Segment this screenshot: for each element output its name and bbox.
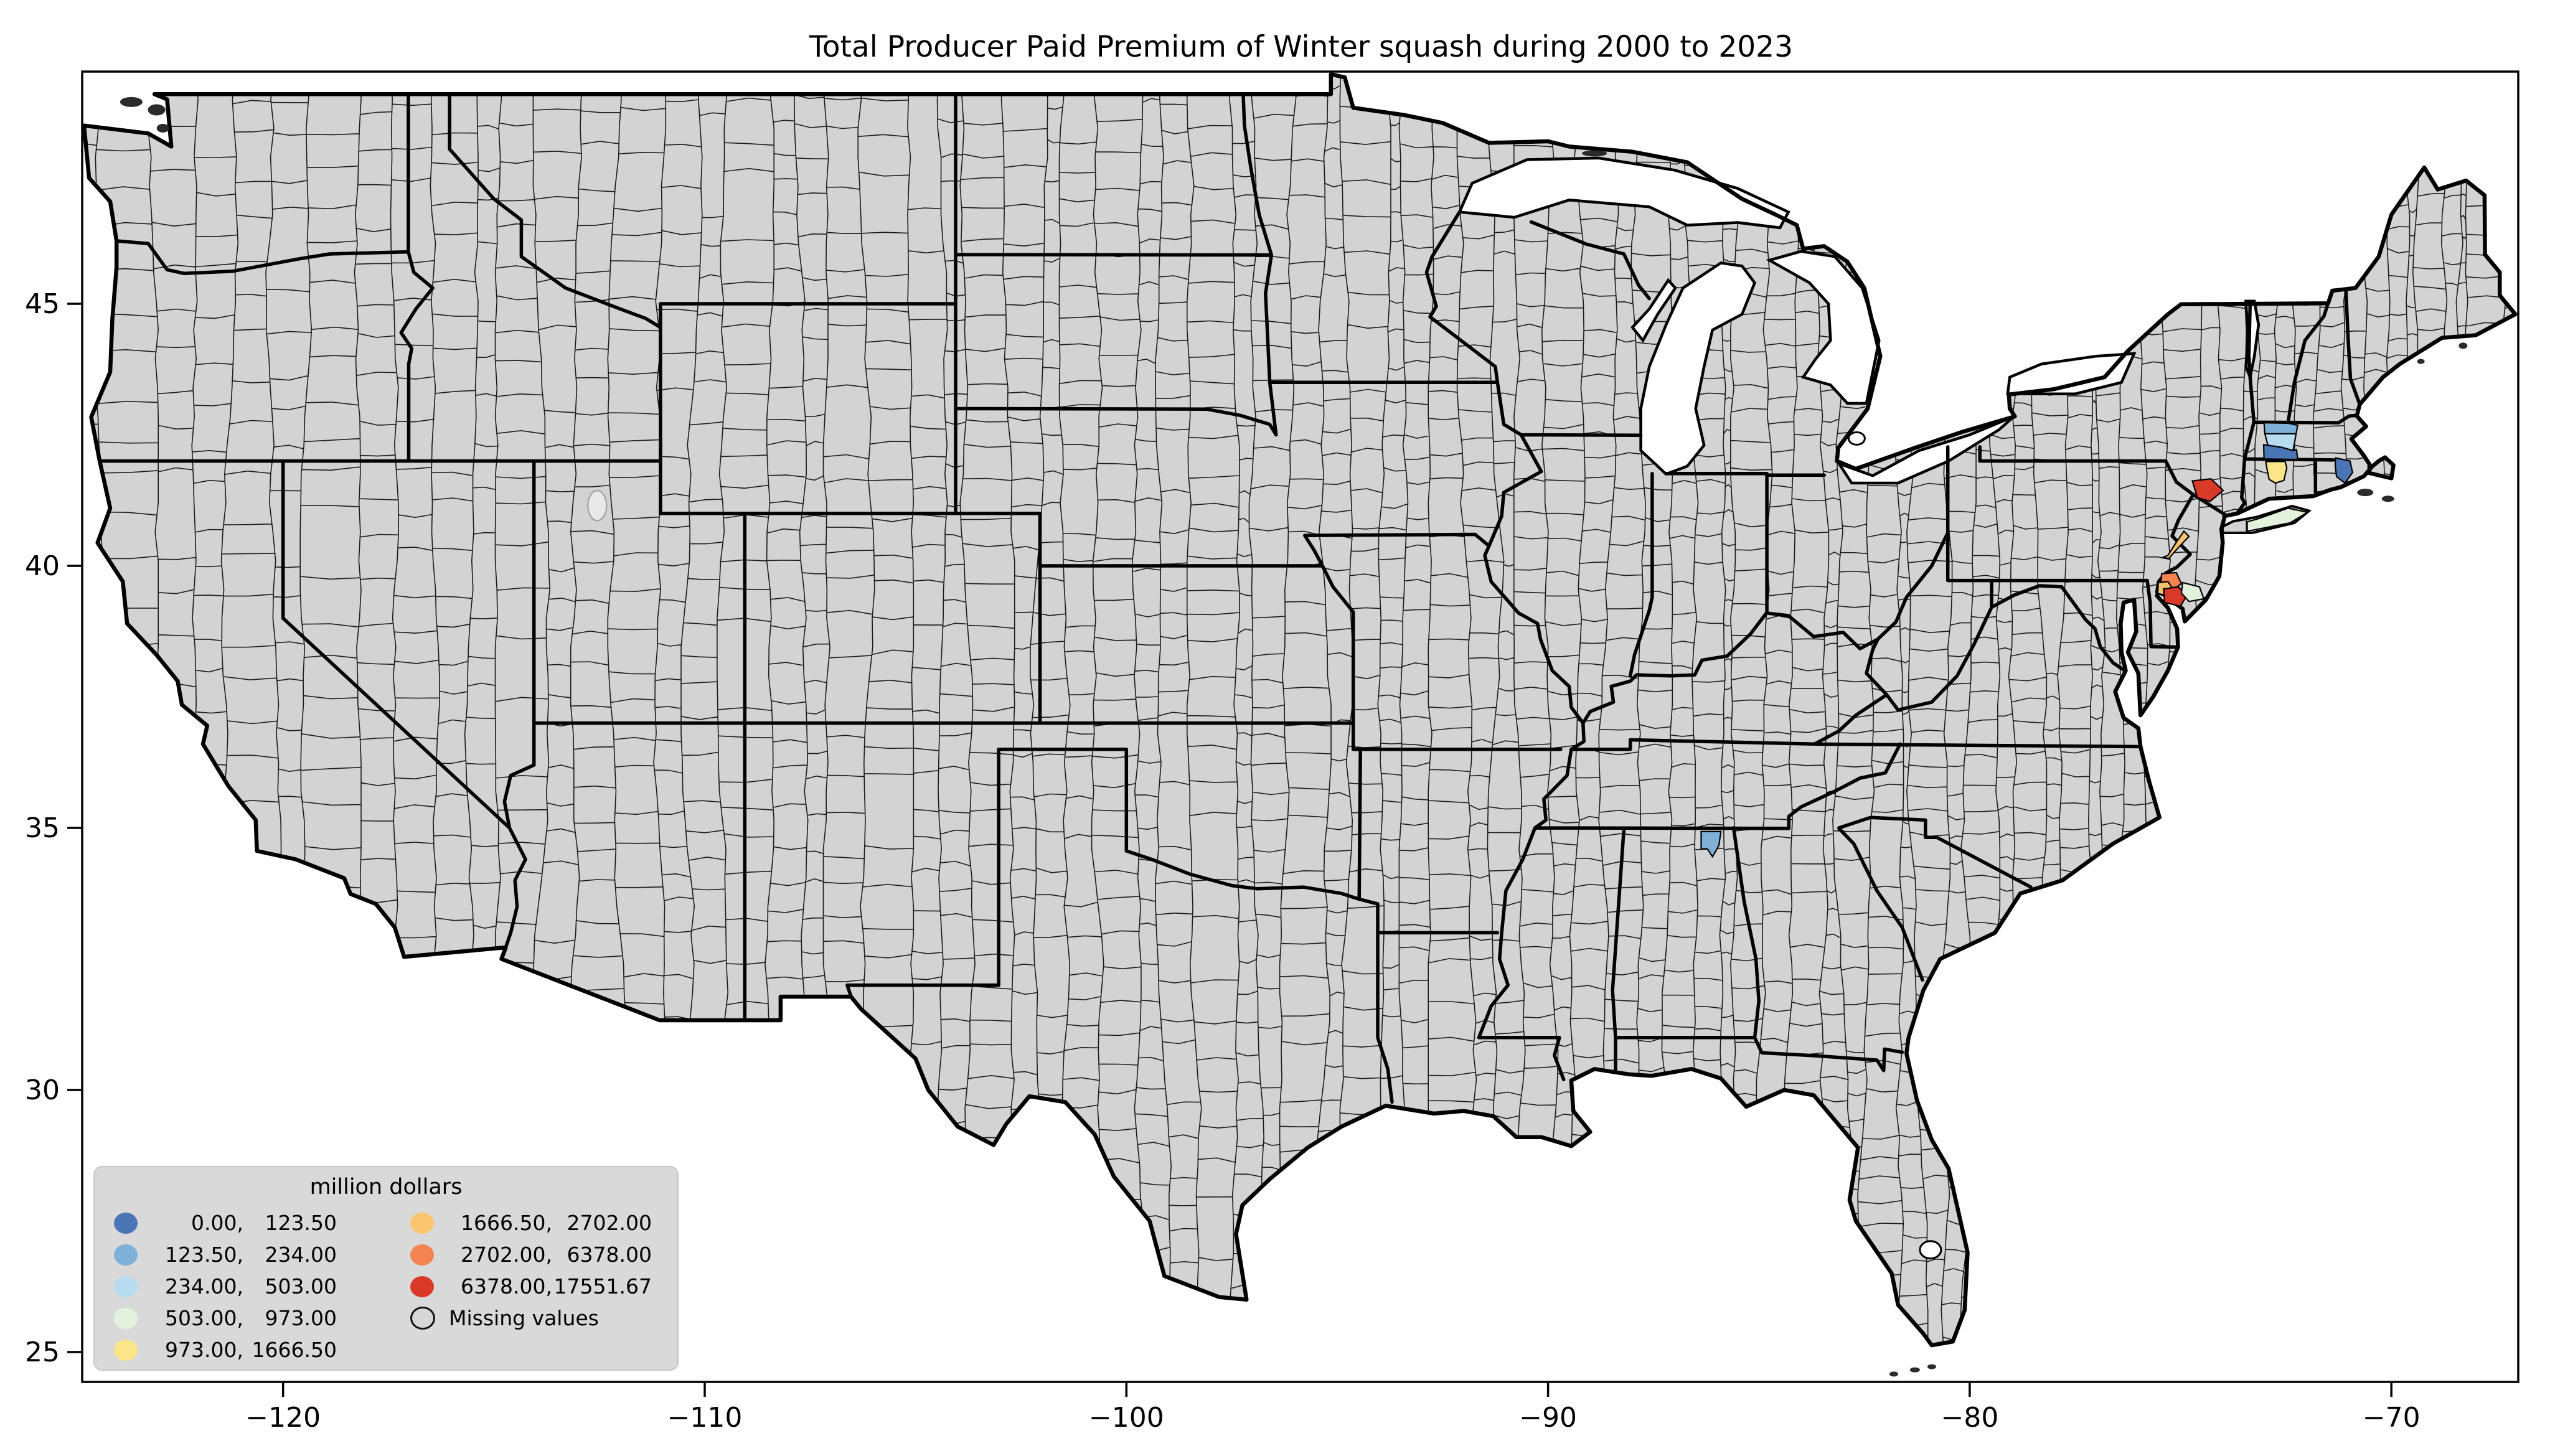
- lake-st-clair: [1847, 431, 1866, 446]
- us-landmass: [84, 74, 2516, 1346]
- x-tick-label: −70: [2363, 1402, 2421, 1434]
- legend-range-lo: 973.00,: [165, 1338, 243, 1362]
- county-long-island-east: [2246, 507, 2310, 532]
- legend-range-lo: 0.00,: [191, 1211, 243, 1235]
- us-coastline: [82, 72, 2518, 1348]
- legend-item: 123.50, 234.00: [110, 1239, 337, 1270]
- county-north-al: [1700, 830, 1722, 858]
- highlighted-counties: [1700, 421, 2354, 858]
- legend-item: 6378.00, 17551.67: [406, 1270, 652, 1302]
- y-tick-label: 25: [25, 1336, 60, 1368]
- legend-swatch-icon: [410, 1212, 434, 1234]
- county-west-central-nj: [2160, 530, 2190, 560]
- legend-item: 2702.00, 6378.00: [406, 1239, 652, 1270]
- legend-missing-swatch-icon: [410, 1307, 435, 1330]
- legend-range-lo: 1666.50,: [461, 1211, 552, 1235]
- x-tick-label: −90: [1519, 1402, 1577, 1434]
- legend-item: 503.00, 973.00: [110, 1302, 337, 1334]
- legend-swatch-icon: [114, 1275, 138, 1297]
- legend-range-lo: 123.50,: [165, 1242, 243, 1267]
- legend-item: 0.00, 123.50: [110, 1207, 337, 1239]
- legend-range-hi: 234.00: [265, 1242, 337, 1267]
- county-hudson-valley-ny: [2191, 478, 2224, 502]
- legend-item: 1666.50, 2702.00: [406, 1207, 652, 1239]
- legend-swatch-icon: [114, 1339, 138, 1361]
- legend-swatch-icon: [410, 1275, 434, 1297]
- y-tick-label: 35: [25, 812, 60, 844]
- legend-range-hi: 2702.00: [567, 1211, 652, 1235]
- legend-range-hi: 973.00: [265, 1306, 337, 1330]
- legend-range-hi: 1666.50: [252, 1338, 337, 1362]
- legend-swatch-icon: [114, 1244, 138, 1266]
- legend-range-lo: 6378.00,: [461, 1274, 552, 1299]
- legend-item: 973.00, 1666.50: [110, 1334, 337, 1366]
- legend-item-missing: Missing values: [406, 1302, 652, 1334]
- legend-box: million dollars 0.00, 123.50 123.50, 234.00…: [93, 1166, 679, 1371]
- county-south-nj-east: [2180, 581, 2205, 603]
- county-southwest-nj-south: [2163, 586, 2188, 608]
- axis-ticks: −120 −110 −100 −90 −80 −70 25 30 35 40 45: [25, 288, 2421, 1434]
- legend-swatch-icon: [410, 1244, 434, 1266]
- legend-item: 234.00, 503.00: [110, 1270, 337, 1302]
- county-western-ma-north: [2263, 421, 2299, 436]
- legend-swatch-icon: [114, 1307, 138, 1329]
- county-southeast-ma: [2335, 457, 2354, 484]
- legend-column-1: 0.00, 123.50 123.50, 234.00 234.00, 503.00 503…: [110, 1207, 337, 1366]
- x-tick-label: −100: [1089, 1402, 1164, 1434]
- legend-range-hi: 17551.67: [553, 1274, 652, 1299]
- x-tick-label: −120: [245, 1402, 321, 1434]
- legend-range-hi: 503.00: [265, 1274, 337, 1299]
- legend-range-lo: 234.00,: [165, 1274, 243, 1299]
- coastal-islands: [120, 96, 2468, 1377]
- axes-frame: [81, 70, 2519, 1383]
- lake-okeechobee: [1919, 1240, 1942, 1260]
- legend-range-lo: 2702.00,: [461, 1242, 552, 1267]
- x-tick-label: −110: [667, 1402, 743, 1434]
- county-western-ma-south: [2262, 444, 2299, 461]
- legend-range-hi: 6378.00: [567, 1242, 652, 1267]
- y-tick-label: 45: [25, 288, 60, 320]
- plot-title: Total Producer Paid Premium of Winter sq…: [809, 30, 1793, 64]
- legend-title: million dollars: [309, 1175, 463, 1200]
- x-tick-label: −80: [1941, 1402, 1998, 1434]
- legend-column-2: 1666.50, 2702.00 2702.00, 6378.00 6378.00, 17…: [406, 1207, 652, 1334]
- great-salt-lake: [587, 490, 608, 522]
- legend-range-lo: 503.00,: [165, 1306, 243, 1330]
- legend-missing-label: Missing values: [449, 1306, 599, 1330]
- county-central-ct: [2265, 461, 2288, 484]
- legend-swatch-icon: [114, 1212, 138, 1234]
- y-tick-label: 30: [25, 1074, 60, 1106]
- state-borders: [98, 92, 2362, 1104]
- great-lakes-water: [1457, 156, 2261, 485]
- y-tick-label: 40: [25, 550, 60, 582]
- legend-range-hi: 123.50: [265, 1211, 337, 1235]
